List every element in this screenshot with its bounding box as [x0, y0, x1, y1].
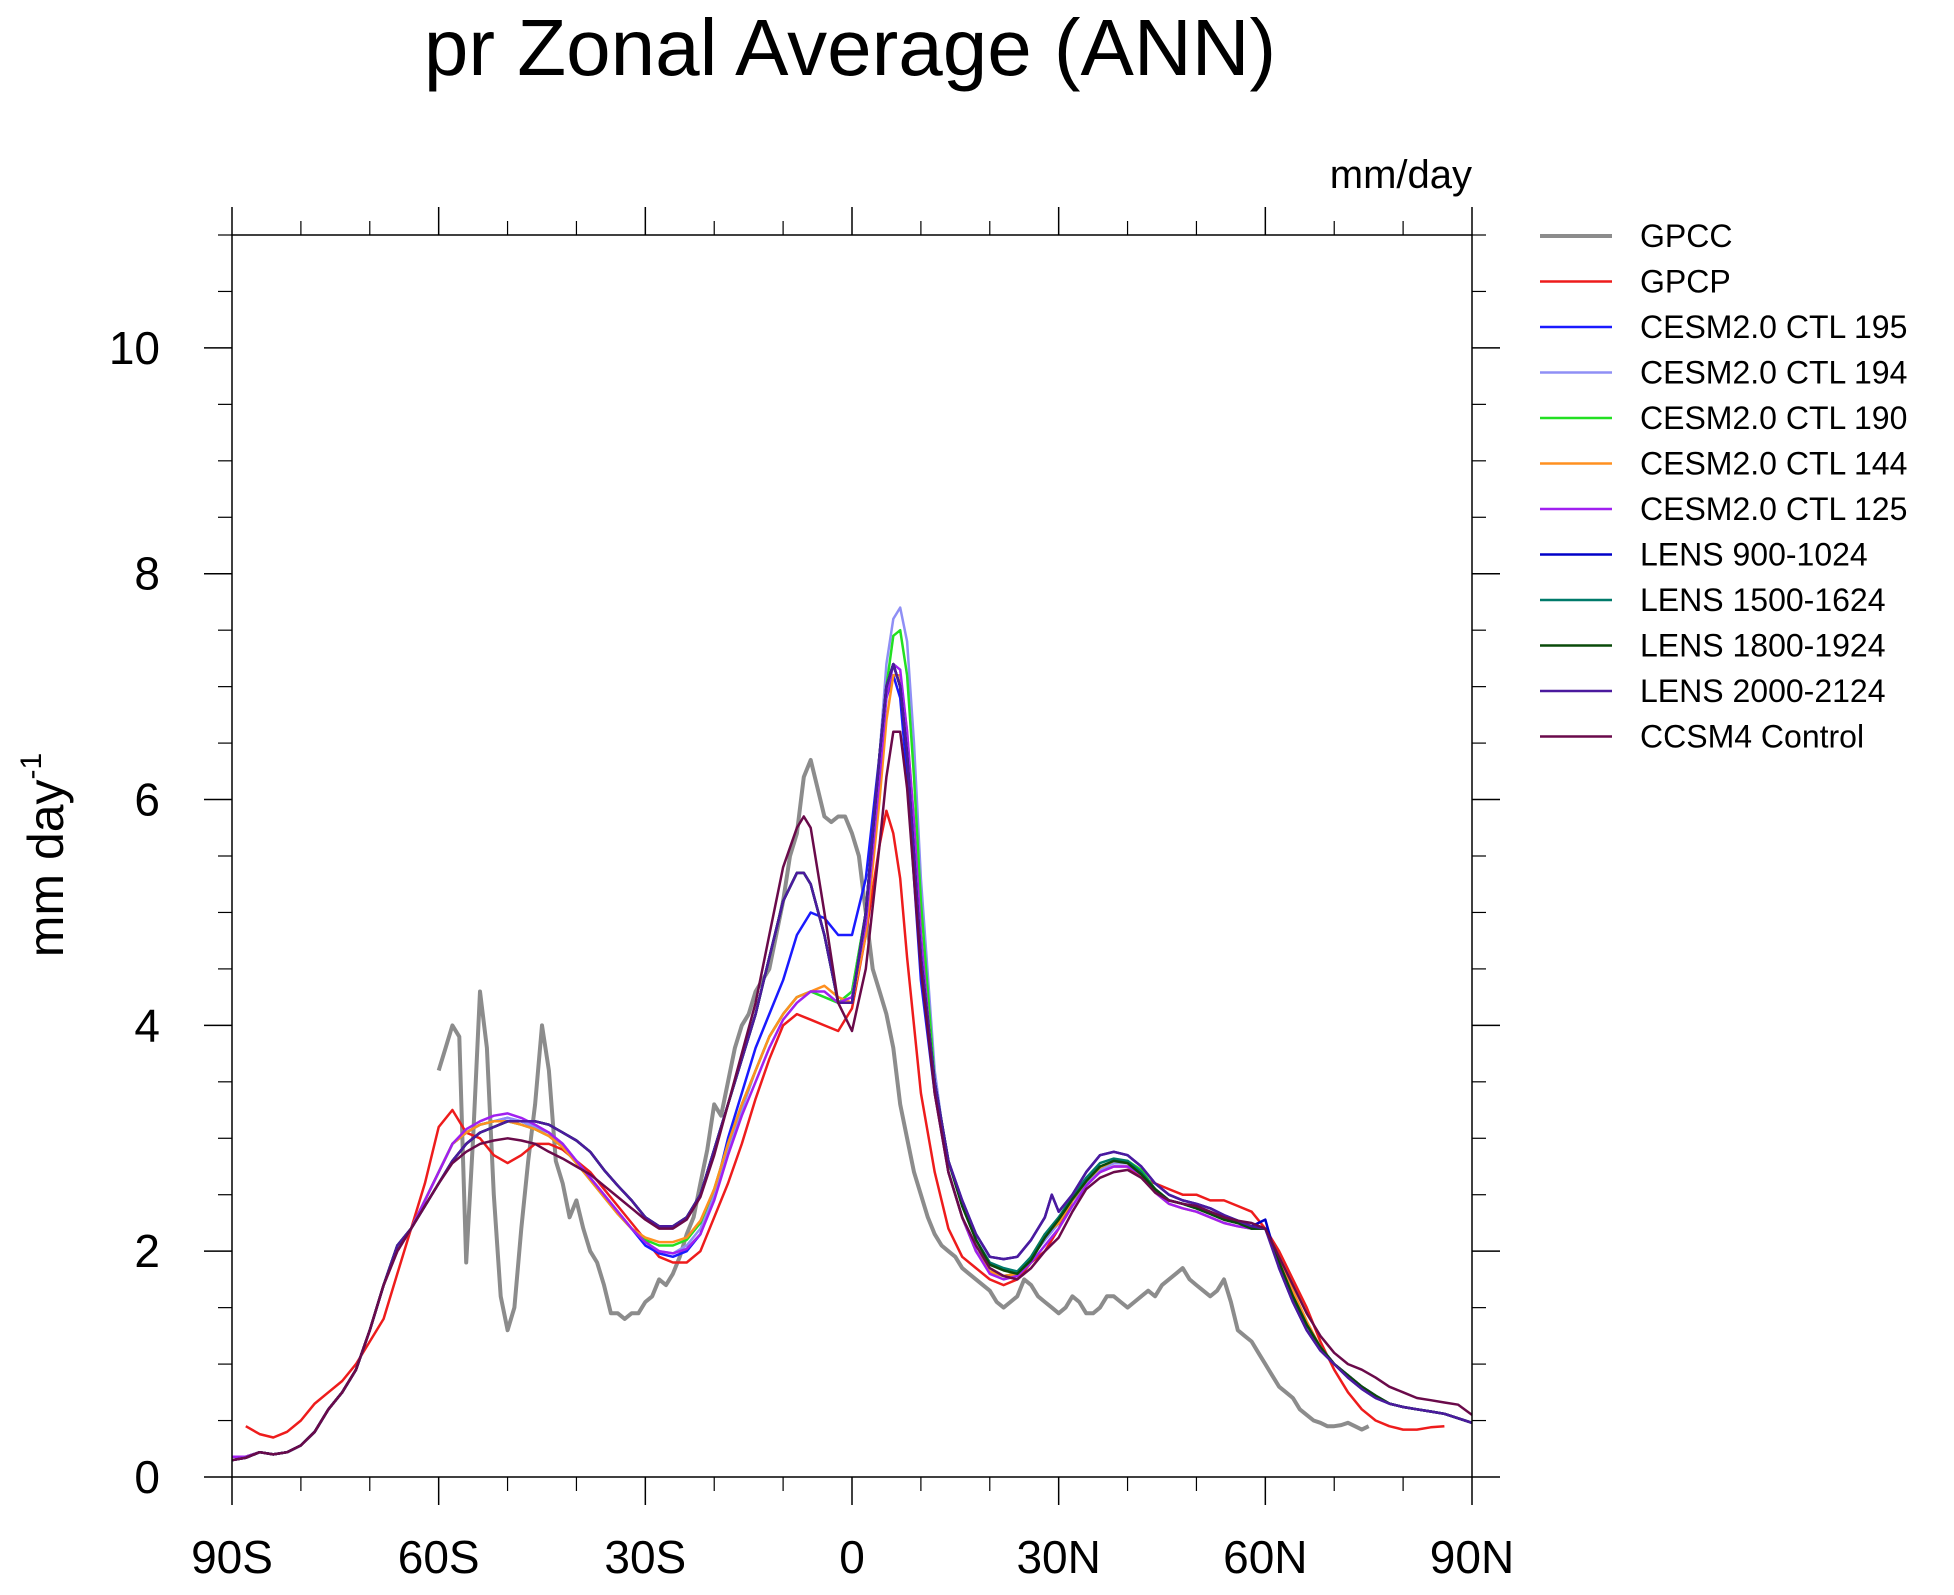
series-line-5 [232, 674, 1472, 1458]
y-tick-label: 8 [134, 548, 160, 600]
x-tick-label: 90S [191, 1531, 273, 1583]
y-tick-label: 6 [134, 774, 160, 826]
series-line-2 [232, 674, 1472, 1458]
x-tick-label: 0 [839, 1531, 865, 1583]
legend-entry-label: GPCC [1640, 218, 1732, 254]
legend: GPCC GPCP CESM2.0 CTL 195 CESM2.0 CTL 194 CE… [1540, 218, 1907, 755]
legend-entry-label: CESM2.0 CTL 195 [1640, 309, 1907, 345]
plot-area [232, 606, 1472, 1462]
y-tick-label: 10 [109, 322, 160, 374]
legend-entry-label: LENS 900-1024 [1640, 537, 1868, 573]
y-axis-label: mm day-1 [15, 753, 74, 958]
series-line-9 [232, 662, 1472, 1462]
x-tick-label: 60N [1223, 1531, 1307, 1583]
series-line-8 [232, 662, 1472, 1462]
x-tick-label: 60S [398, 1531, 480, 1583]
axes: 90S 60S 30S 0 30N 60N 90N 0 2 4 6 8 10 [109, 207, 1514, 1583]
series-line-6 [232, 662, 1472, 1458]
series-line-1 [245, 809, 1445, 1439]
series-line-7 [232, 662, 1472, 1462]
series-line-10 [232, 662, 1472, 1462]
y-tick-label: 0 [134, 1451, 160, 1503]
legend-entry-label: LENS 1800-1924 [1640, 628, 1886, 664]
y-tick-label: 2 [134, 1225, 160, 1277]
legend-entry-label: LENS 1500-1624 [1640, 582, 1886, 618]
legend-entry-label: GPCP [1640, 264, 1731, 300]
legend-entry-label: CESM2.0 CTL 144 [1640, 446, 1907, 482]
plot-frame [231, 234, 1473, 1478]
legend-entry-label: CESM2.0 CTL 194 [1640, 355, 1907, 391]
y-axis-label-superscript: -1 [15, 753, 48, 780]
x-tick-label: 90N [1430, 1531, 1514, 1583]
units-label: mm/day [1330, 153, 1472, 197]
x-tick-label: 30N [1016, 1531, 1100, 1583]
series-line-4 [232, 628, 1472, 1458]
x-tick-label: 30S [604, 1531, 686, 1583]
legend-entry-label: CESM2.0 CTL 190 [1640, 400, 1907, 436]
legend-entry-label: CESM2.0 CTL 125 [1640, 491, 1907, 527]
series-lines [232, 606, 1472, 1462]
legend-entry-label: LENS 2000-2124 [1640, 673, 1886, 709]
chart-title: pr Zonal Average (ANN) [424, 3, 1276, 92]
series-line-0 [436, 758, 1370, 1432]
series-line-11 [232, 730, 1472, 1462]
y-tick-label: 4 [134, 999, 160, 1051]
legend-entry-label: CCSM4 Control [1640, 719, 1864, 755]
y-axis-label-text: mm day [18, 779, 74, 957]
